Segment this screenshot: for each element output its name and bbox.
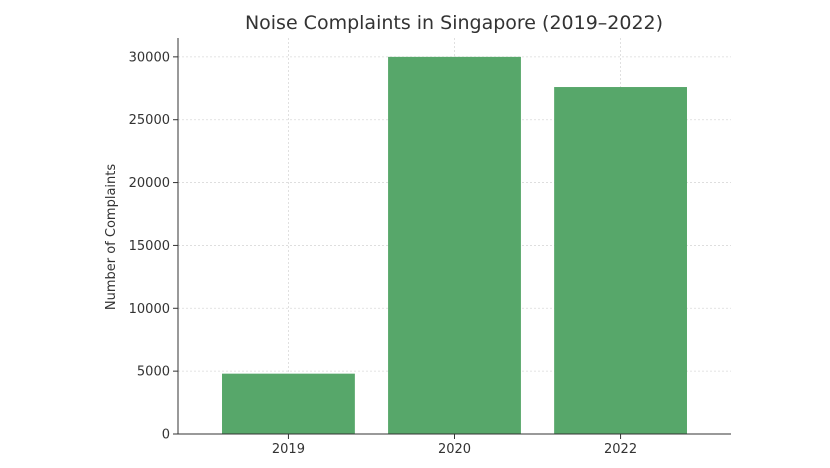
bars: [222, 56, 687, 435]
y-tick-label: 30000: [129, 50, 170, 65]
bar-2019: [222, 373, 355, 434]
x-axis-ticks: 2019 2020 2022: [272, 434, 637, 457]
chart-title: Noise Complaints in Singapore (2019–2022…: [245, 12, 663, 34]
y-tick-label: 5000: [137, 365, 170, 380]
y-tick-label: 25000: [129, 113, 170, 128]
x-tick-label: 2022: [604, 442, 637, 457]
y-tick-label: 20000: [129, 176, 170, 191]
y-tick-label: 15000: [129, 239, 170, 254]
bar-2022: [554, 87, 687, 435]
y-axis-label: Number of Complaints: [104, 164, 119, 310]
y-tick-label: 0: [162, 428, 170, 443]
y-axis-ticks: 0 5000 10000 15000 20000 25000 30000: [129, 50, 178, 443]
x-tick-label: 2019: [272, 442, 305, 457]
x-tick-label: 2020: [438, 442, 471, 457]
y-tick-label: 10000: [129, 302, 170, 317]
bar-2020: [388, 56, 521, 434]
